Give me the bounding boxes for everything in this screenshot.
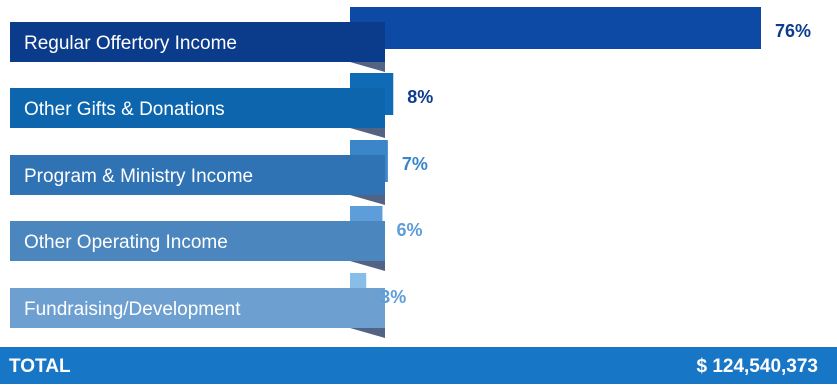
category-ribbon-5 (10, 288, 385, 328)
ribbon-fold-4 (350, 261, 385, 271)
total-value: $ 124,540,373 (696, 356, 818, 377)
ribbon-fold-1 (350, 62, 385, 72)
category-ribbon-2 (10, 88, 385, 128)
bar-1 (350, 7, 761, 49)
value-label-1: 76% (775, 21, 811, 41)
category-ribbon-4 (10, 221, 385, 261)
ribbon-fold-2 (350, 128, 385, 138)
value-label-5: 3% (380, 287, 406, 307)
category-label-5: Fundraising/Development (24, 299, 241, 320)
value-label-4: 6% (396, 220, 422, 240)
category-label-3: Program & Ministry Income (24, 166, 253, 187)
value-label-2: 8% (407, 87, 433, 107)
total-bar: TOTAL $ 124,540,373 (0, 347, 837, 384)
value-label-3: 7% (402, 154, 428, 174)
category-label-4: Other Operating Income (24, 232, 228, 253)
ribbon-fold-3 (350, 195, 385, 205)
category-ribbon-3 (10, 155, 385, 195)
total-label: TOTAL (9, 356, 71, 377)
ribbon-fold-5 (350, 328, 385, 338)
category-label-1: Regular Offertory Income (24, 33, 237, 54)
category-ribbon-1 (10, 22, 385, 62)
category-label-2: Other Gifts & Donations (24, 99, 225, 120)
income-bar-chart: Regular Offertory Income 76% Other Gifts &… (10, 7, 811, 338)
